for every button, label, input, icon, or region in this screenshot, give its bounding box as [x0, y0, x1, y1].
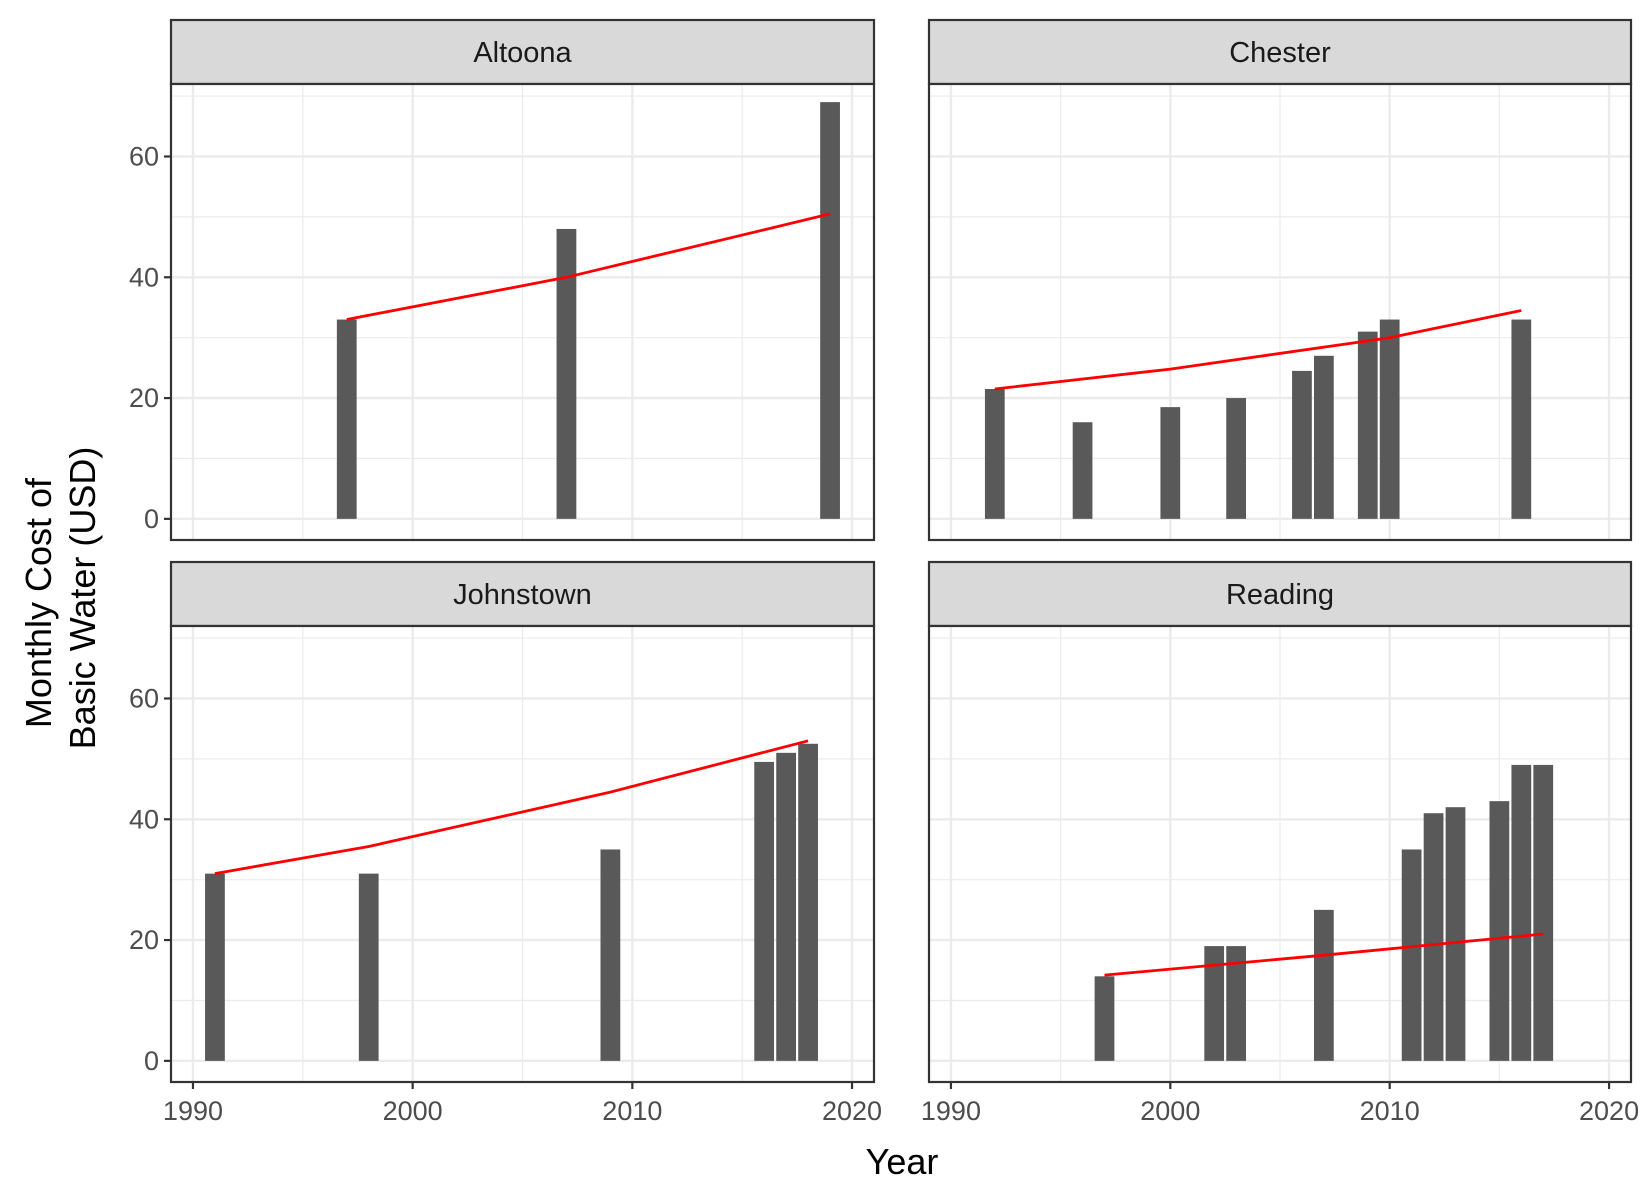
bar-chester-1992	[984, 389, 1005, 519]
bar-johnstown-2009	[600, 849, 621, 1061]
y-tick-label-40: 40	[129, 262, 159, 292]
bar-reading-2002	[1204, 946, 1225, 1061]
y-tick-label-0: 0	[144, 1046, 159, 1076]
y-tick-label-20: 20	[129, 925, 159, 955]
bar-johnstown-1998	[358, 873, 379, 1061]
strip-label-altoona: Altoona	[473, 37, 572, 69]
bar-reading-2017	[1533, 764, 1554, 1061]
bar-chester-1996	[1072, 422, 1093, 519]
panel-altoona: Altoona 0 20 40 60	[129, 18, 876, 542]
bar-reading-2015	[1489, 801, 1510, 1061]
panel-reading: Reading 1990 2000 2010 2020	[921, 560, 1639, 1126]
bar-johnstown-2018	[798, 743, 818, 1061]
trend-line-reading	[1104, 932, 1544, 977]
bar-chester-2006	[1292, 370, 1312, 519]
bar-chester-2007	[1314, 355, 1334, 519]
bar-reading-2013	[1445, 807, 1466, 1061]
bar-chester-2010	[1379, 319, 1400, 519]
x-tick-label-1990: 1990	[163, 1096, 223, 1126]
bar-chester-2016	[1511, 319, 1532, 519]
strip-reading	[927, 560, 1633, 628]
y-axis-title-line-1: Monthly Cost of	[18, 477, 59, 728]
panel-border-johnstown	[169, 624, 876, 1084]
x-tick-label-2000: 2000	[383, 1096, 443, 1126]
bar-altoona-1997	[336, 319, 357, 519]
bar-altoona-2007	[556, 228, 577, 519]
x-tick-label-1990: 1990	[921, 1096, 981, 1126]
panel-chester: Chester	[927, 18, 1633, 542]
bar-johnstown-1991	[205, 873, 225, 1061]
bar-reading-2012	[1423, 813, 1444, 1061]
y-axis-title: Monthly Cost of Basic Water (USD)	[18, 447, 103, 750]
bar-chester-2000	[1160, 407, 1181, 519]
y-tick-label-60: 60	[129, 683, 159, 713]
panel-border-altoona	[169, 82, 876, 542]
panel-johnstown: Johnstown 0 20 40 60 1990 2000 2010 2020	[129, 560, 882, 1126]
bar-reading-2003	[1226, 946, 1246, 1061]
strip-label-reading: Reading	[1226, 579, 1334, 611]
bar-johnstown-2016	[754, 761, 775, 1061]
bar-chester-2003	[1226, 398, 1246, 519]
y-tick-label-20: 20	[129, 383, 159, 413]
x-axis-title: Year	[866, 1141, 939, 1182]
bar-johnstown-2017	[776, 752, 797, 1061]
y-tick-label-60: 60	[129, 141, 159, 171]
strip-label-chester: Chester	[1229, 37, 1331, 69]
trend-line-chester	[994, 309, 1522, 391]
x-tick-label-2000: 2000	[1140, 1096, 1200, 1126]
panels-layer: Altoona 0 20 40 60 Chester Johnstown 0 20 40 60 199…	[129, 18, 1639, 1126]
bar-reading-2011	[1401, 849, 1422, 1061]
trend-line-johnstown	[214, 739, 809, 875]
y-axis-title-line-2: Basic Water (USD)	[62, 447, 103, 750]
panel-border-chester	[927, 82, 1633, 542]
panel-border-reading	[927, 624, 1633, 1084]
bar-reading-2016	[1511, 764, 1532, 1061]
x-tick-label-2010: 2010	[1360, 1096, 1420, 1126]
bar-chester-2009	[1357, 331, 1378, 519]
bar-reading-1997	[1094, 976, 1115, 1061]
x-tick-label-2010: 2010	[602, 1096, 662, 1126]
trend-line-altoona	[346, 212, 831, 321]
y-tick-label-40: 40	[129, 804, 159, 834]
x-tick-label-2020: 2020	[1579, 1096, 1639, 1126]
x-tick-label-2020: 2020	[822, 1096, 882, 1126]
bar-reading-2007	[1314, 909, 1334, 1061]
strip-altoona	[169, 18, 876, 86]
bar-altoona-2019	[820, 102, 840, 519]
y-tick-label-0: 0	[144, 504, 159, 534]
strip-chester	[927, 18, 1633, 86]
strip-label-johnstown: Johnstown	[453, 579, 592, 611]
